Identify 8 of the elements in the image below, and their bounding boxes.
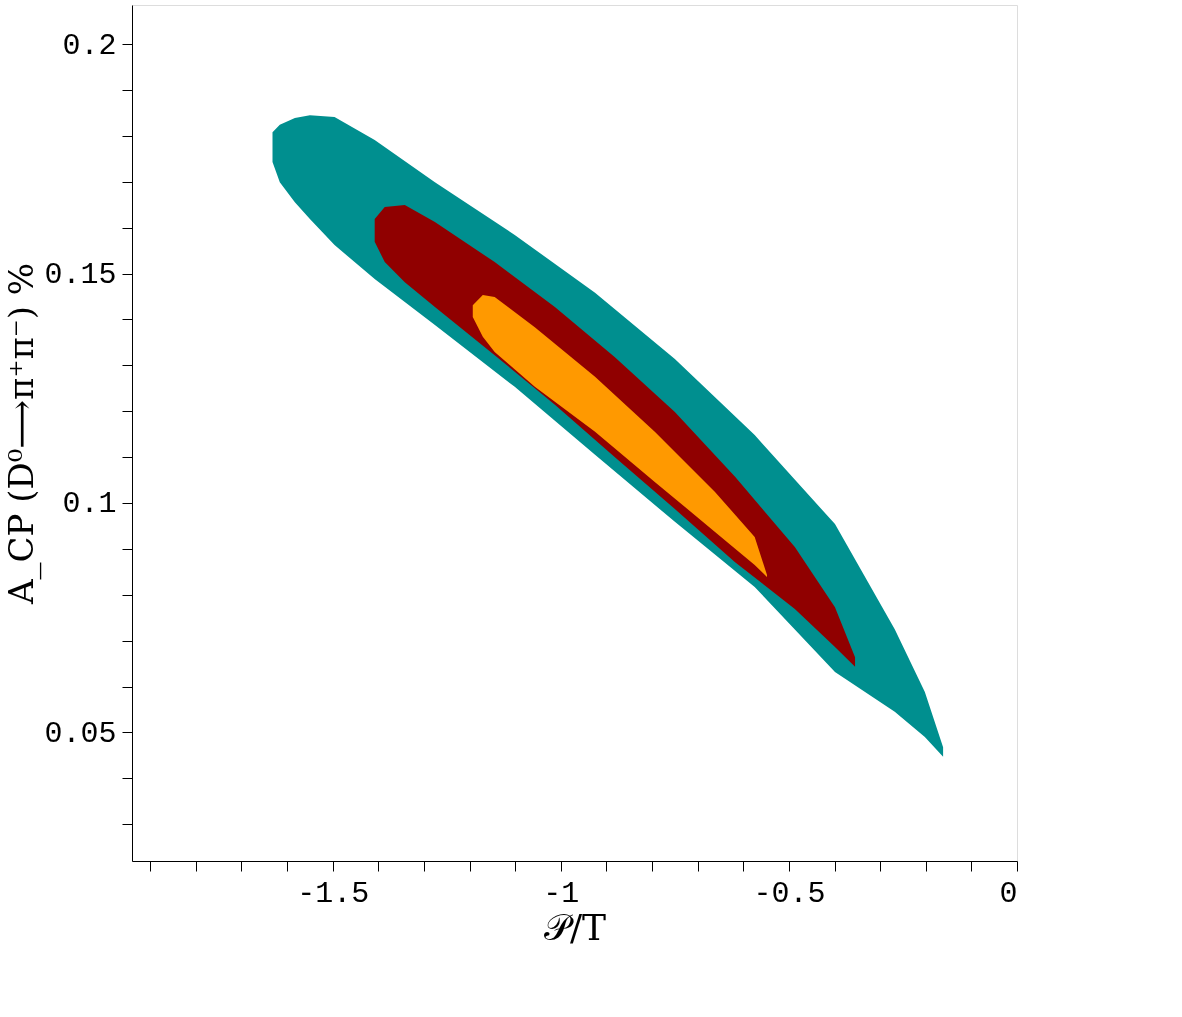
y-axis-title: A_CP (D⁰⟶π⁺π⁻) % [1,262,43,606]
y-tick-label: 0.1 [62,487,117,522]
y-tick-label: 0.2 [62,28,117,63]
y-tick-label: 0.05 [44,716,117,751]
x-tick-label: 0 [999,876,1018,911]
x-tick-label: -0.5 [753,876,826,911]
y-tick-label: 0.15 [44,258,117,292]
x-tick-label: -1.5 [297,876,370,911]
